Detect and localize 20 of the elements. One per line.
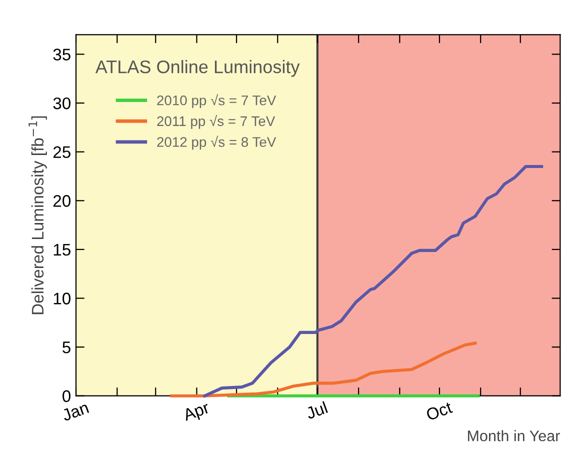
y-tick-label: 25	[53, 146, 70, 158]
x-tick-label: Jan	[61, 402, 90, 422]
legend-label: 2010 pp √s = 7 TeV	[157, 94, 276, 108]
legend-label: 2011 pp √s = 7 TeV	[157, 114, 276, 129]
annotation: ATLAS Online Luminosity	[95, 60, 300, 77]
y-tick-label: 30	[53, 97, 70, 110]
y-tick-label: 5	[62, 342, 70, 354]
y-tick-label: 15	[54, 244, 70, 256]
line-series	[203, 164, 544, 398]
x-tick-label: Jul	[305, 401, 328, 420]
y-tick-label: 20	[53, 195, 70, 207]
x-axis-title: Month in Year	[468, 430, 560, 442]
y-tick-label: 0	[62, 390, 70, 402]
x-tick-label: Oct	[426, 401, 454, 421]
x-tick-label: Apr	[182, 401, 212, 424]
line-series	[170, 342, 477, 398]
y-tick-label: 35	[53, 48, 70, 60]
legend-label: 2012 pp √s = 8 TeV	[157, 136, 276, 150]
y-axis-title: Delivered Luminosity [fb$^{−1}$]	[28, 116, 47, 314]
y-tick-label: 10	[54, 292, 70, 304]
